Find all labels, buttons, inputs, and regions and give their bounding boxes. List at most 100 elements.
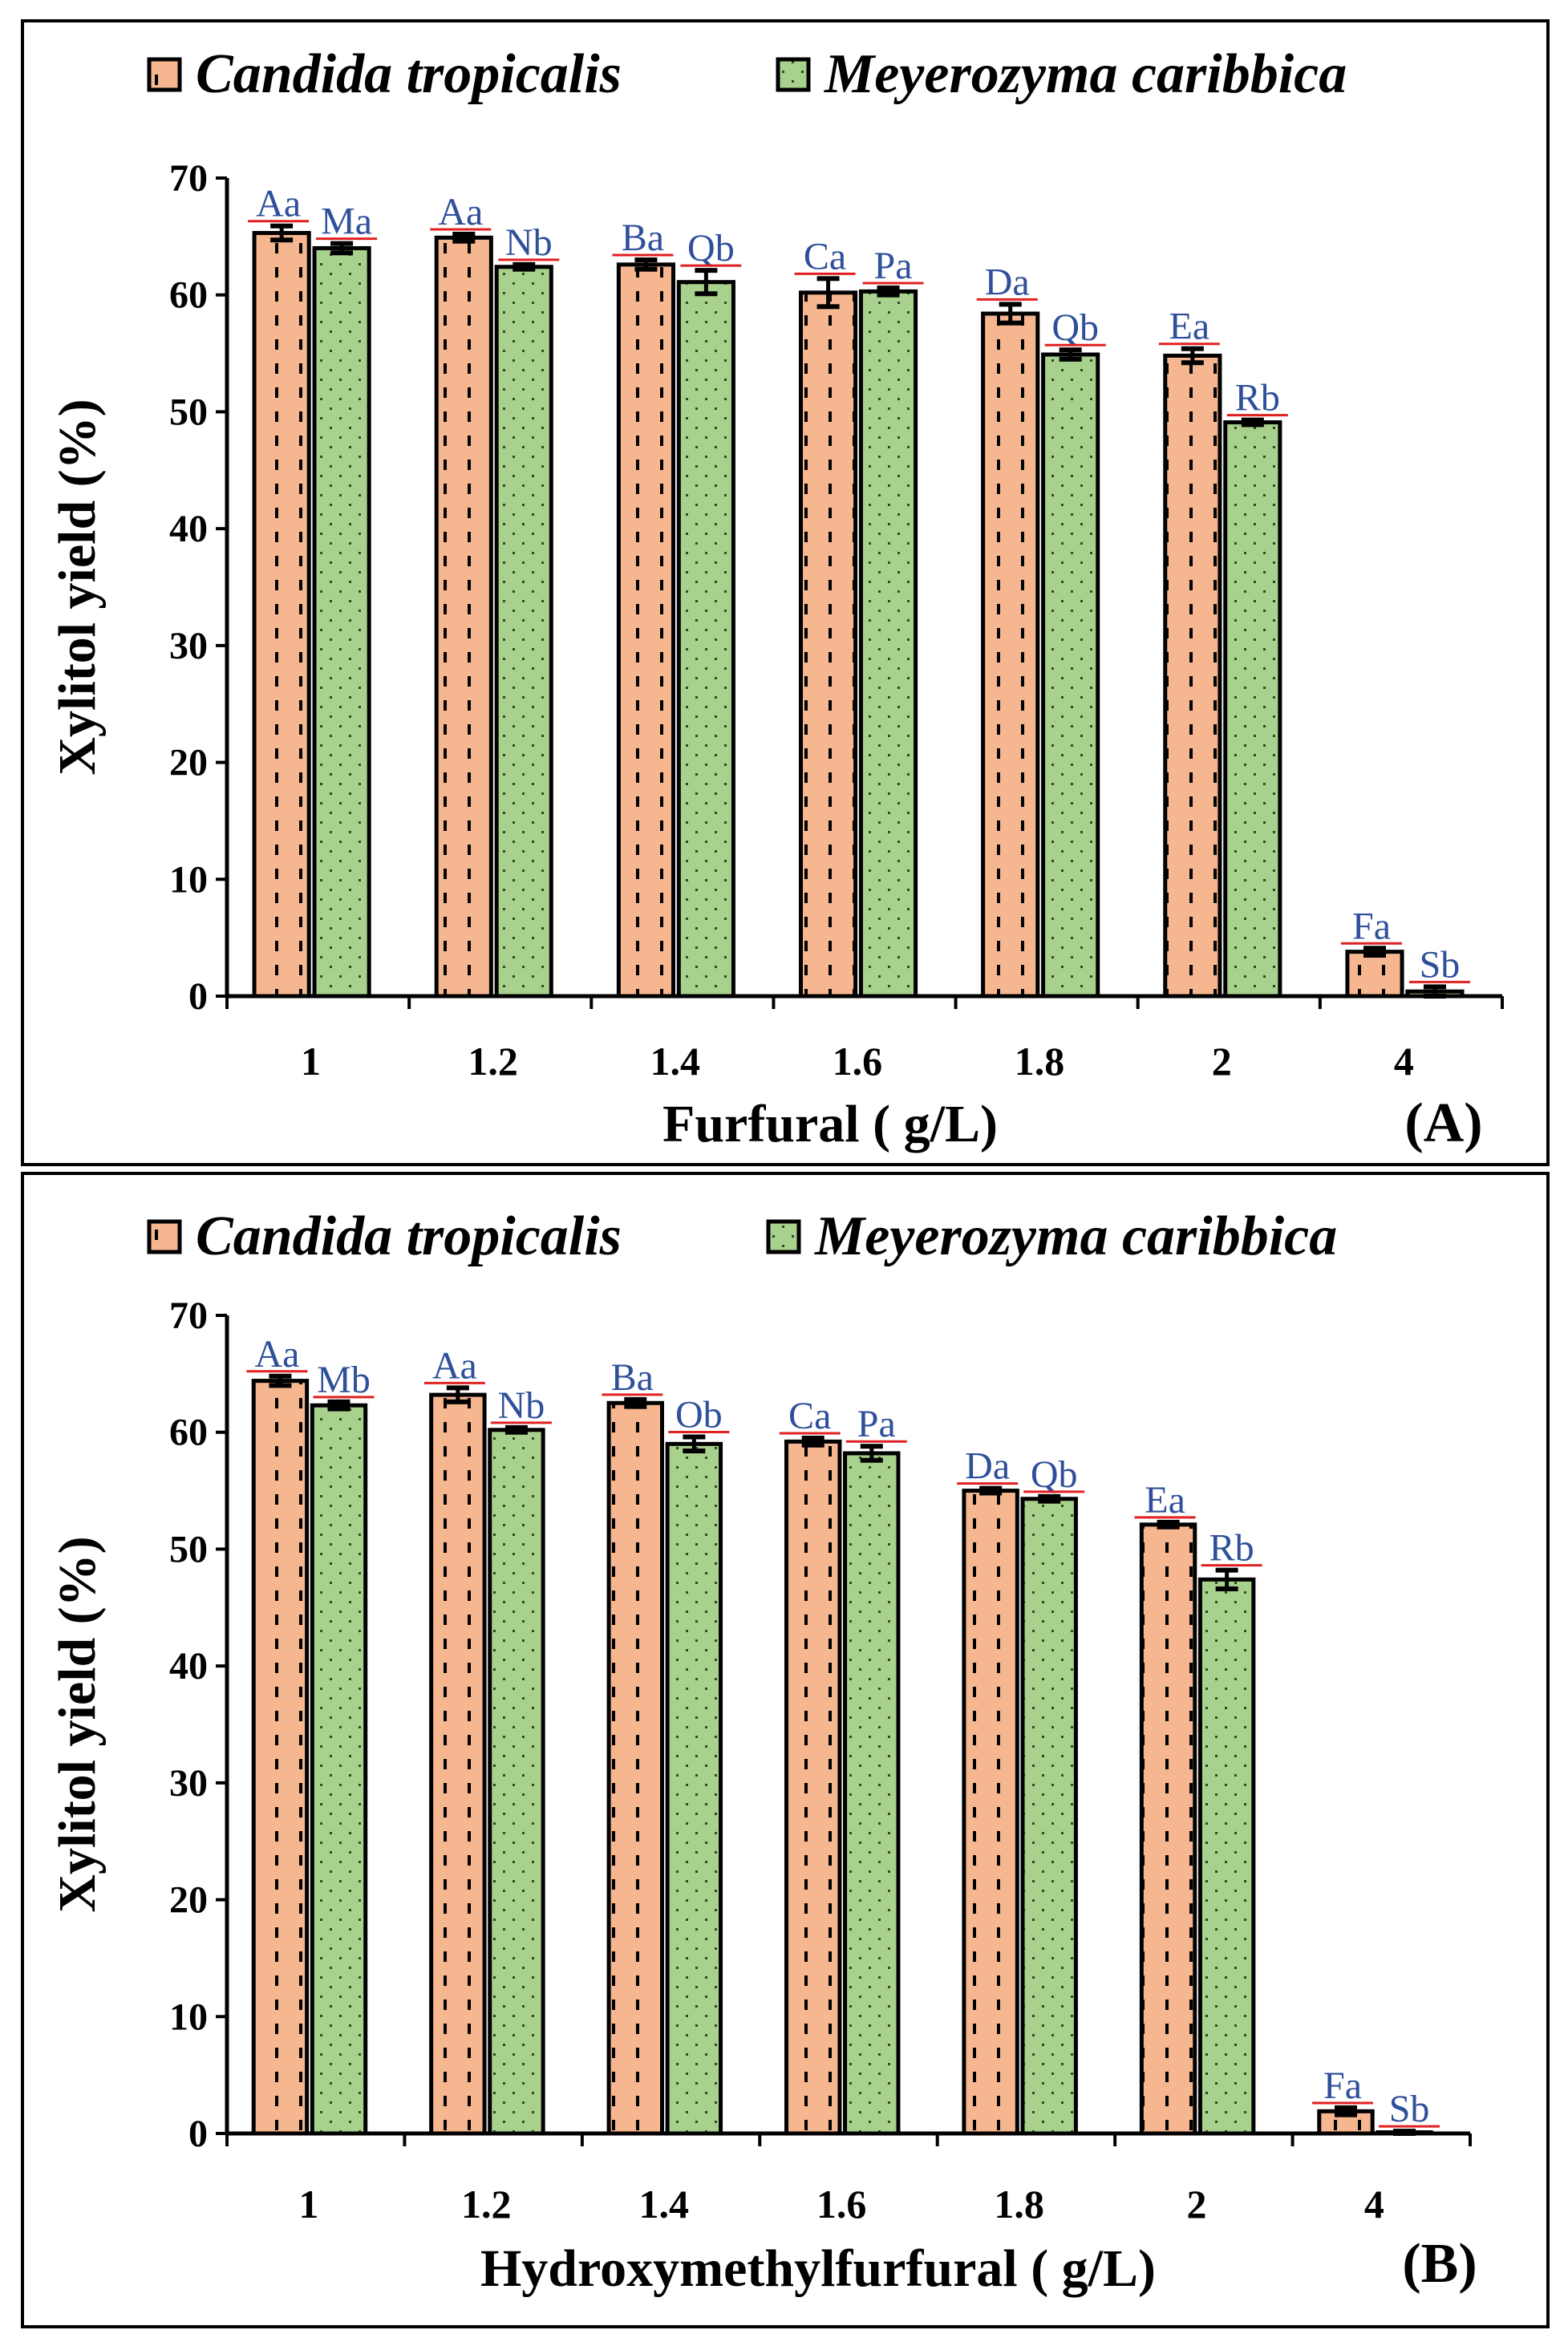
chart-panel-a: Candida tropicalis Meyerozyma caribbica 0 1… [21, 19, 1550, 1166]
x-tick-label: 1.2 [468, 1039, 518, 1084]
error-bar-cap [801, 1436, 825, 1440]
x-tick-label: 4 [1364, 2182, 1384, 2227]
error-bar-cap [1059, 347, 1082, 353]
error-bar-cap [683, 1449, 706, 1454]
error-bar-cap [979, 1490, 1003, 1496]
error-bar-cap [1038, 1498, 1061, 1504]
error-bar-cap [1157, 1524, 1180, 1530]
error-bar-cap [1241, 417, 1264, 423]
y-tick-label: 10 [169, 1996, 208, 2038]
bar-candida [1139, 1522, 1197, 2136]
error-bar-cap [1181, 346, 1204, 351]
bar-meyerozyma [1223, 420, 1282, 999]
error-bar-cap [1038, 1493, 1061, 1499]
error-bar-cap [1215, 1567, 1238, 1573]
error-bar-cap [877, 285, 900, 290]
error-bar-cap [269, 1373, 292, 1379]
bar-candida [784, 1439, 842, 2136]
error-bar-cap [269, 1383, 292, 1388]
significance-label: Da [965, 1445, 1010, 1488]
x-tick-label: 1 [301, 1039, 321, 1084]
error-bar-cap [634, 266, 658, 272]
y-tick-label: 20 [169, 742, 208, 784]
error-bar-cap [816, 276, 840, 282]
error-bar-cap [452, 231, 476, 237]
significance-label: Aa [432, 1344, 477, 1387]
significance-label: Ba [622, 217, 664, 259]
x-tick-label: 1.4 [650, 1039, 701, 1084]
legend-label-candida: Candida tropicalis [196, 1205, 622, 1267]
significance-label: Fa [1323, 2064, 1362, 2107]
panel-label: (A) [1404, 1092, 1482, 1154]
error-bar-cap [1215, 1586, 1238, 1591]
error-bar-cap [683, 1434, 706, 1440]
y-tick-label: 30 [169, 625, 208, 667]
significance-label: Qb [687, 227, 735, 269]
significance-label: Nb [498, 1384, 545, 1427]
bar-candida [962, 1489, 1019, 2136]
x-tick-label: 2 [1212, 1039, 1232, 1084]
error-bar-cap [634, 257, 658, 262]
panel-label: (B) [1402, 2233, 1477, 2295]
panel-frame [21, 1172, 1550, 2328]
significance-label: Aa [256, 183, 301, 225]
significance-label: Da [985, 261, 1030, 303]
error-bar-cap [1363, 946, 1386, 951]
significance-label: Ob [675, 1394, 723, 1436]
x-tick-label: 1.8 [994, 2182, 1044, 2227]
significance-label: Rb [1235, 377, 1280, 419]
bar-candida [1345, 950, 1404, 999]
y-tick-label: 20 [169, 1879, 208, 1922]
error-bar-cap [1423, 994, 1446, 999]
bar-candida [981, 311, 1040, 999]
legend-swatch-candida [147, 57, 182, 92]
legend-label-meyerozyma: Meyerozyma caribbica [814, 1205, 1337, 1267]
error-bar-cap [452, 238, 476, 244]
error-bar-cap [1241, 422, 1264, 427]
error-bar-cap [1059, 356, 1082, 362]
legend-swatch-meyerozyma [776, 57, 811, 92]
x-tick-label: 1.4 [638, 2182, 689, 2227]
bar-candida [616, 262, 675, 999]
significance-label: Sb [1389, 2088, 1430, 2130]
y-tick-label: 40 [169, 1645, 208, 1688]
error-bar-cap [270, 223, 294, 229]
y-axis-title: Xylitol yield (%) [48, 1536, 107, 1912]
error-bar-cap [1335, 2105, 1357, 2110]
legend-swatch-meyerozyma [766, 1219, 801, 1254]
error-bar-cap [1157, 1519, 1180, 1525]
y-tick-label: 60 [169, 274, 208, 317]
error-bar-cap [446, 1399, 469, 1404]
x-tick-label: 1.8 [1015, 1039, 1065, 1084]
significance-label: Rb [1209, 1527, 1254, 1570]
significance-label: Pa [857, 1403, 896, 1445]
bar-candida [799, 290, 858, 999]
error-bar-cap [624, 1404, 647, 1409]
bar-candida [251, 1379, 310, 2136]
legend-item-candida: Candida tropicalis [147, 43, 622, 105]
x-tick-label: 1.6 [833, 1039, 883, 1084]
bar-candida [252, 230, 311, 999]
y-tick-label: 30 [169, 1762, 208, 1805]
y-tick-label: 70 [169, 1295, 208, 1337]
error-bar-cap [330, 241, 354, 246]
bar-candida [429, 1392, 487, 2136]
bar-meyerozyma [488, 1428, 545, 2136]
error-bar-cap [624, 1396, 647, 1402]
error-bar-cap [270, 237, 294, 243]
bar-meyerozyma [312, 245, 371, 999]
legend-item-meyerozyma: Meyerozyma caribbica [766, 1205, 1337, 1267]
error-bar-cap [327, 1399, 350, 1404]
bar-candida [606, 1400, 664, 2136]
error-bar-cap [979, 1485, 1003, 1491]
legend-label-candida: Candida tropicalis [196, 43, 622, 105]
bar-meyerozyma [1020, 1497, 1078, 2136]
chart-panel-b: Candida tropicalis Meyerozyma caribbica 0 1… [21, 1172, 1550, 2328]
y-tick-label: 10 [169, 858, 208, 901]
bar-meyerozyma [310, 1403, 368, 2136]
error-bar-cap [1335, 2112, 1357, 2117]
bar-meyerozyma [665, 1441, 723, 2136]
error-bar-cap [816, 304, 840, 310]
error-bar-cap [695, 268, 718, 274]
significance-label: Ba [611, 1356, 654, 1399]
